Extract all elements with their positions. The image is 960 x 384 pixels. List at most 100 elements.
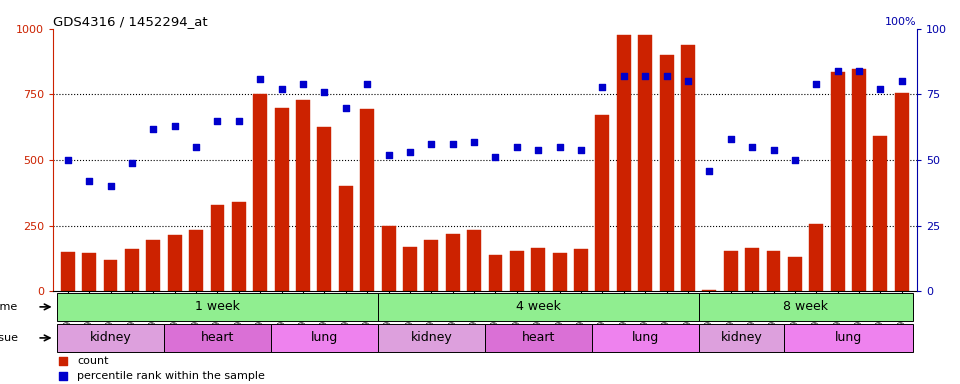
Bar	[424, 240, 439, 291]
Bar	[699, 293, 913, 321]
Point	[103, 183, 118, 189]
Point	[488, 154, 503, 161]
Bar	[445, 233, 460, 291]
Point	[681, 78, 696, 84]
Bar	[699, 324, 784, 352]
Bar	[360, 109, 374, 291]
Bar	[83, 253, 96, 291]
Text: lung: lung	[835, 331, 862, 344]
Point	[167, 123, 182, 129]
Point	[873, 86, 888, 92]
Point	[402, 149, 418, 155]
Text: 4 week: 4 week	[516, 300, 561, 313]
Point	[124, 160, 139, 166]
Point	[659, 73, 674, 79]
Point	[146, 126, 161, 132]
Point	[381, 152, 396, 158]
Bar	[767, 251, 780, 291]
Point	[56, 358, 71, 364]
Text: 100%: 100%	[885, 18, 917, 28]
Bar	[681, 45, 695, 291]
Text: GDS4316 / 1452294_at: GDS4316 / 1452294_at	[53, 15, 207, 28]
Bar	[574, 249, 588, 291]
Bar	[830, 72, 845, 291]
Bar	[104, 260, 117, 291]
Bar	[489, 255, 502, 291]
Bar	[724, 251, 737, 291]
Point	[56, 373, 71, 379]
Bar	[57, 293, 378, 321]
Point	[552, 144, 567, 150]
Bar	[591, 324, 699, 352]
Bar	[485, 324, 591, 352]
Bar	[403, 247, 417, 291]
Point	[894, 78, 909, 84]
Point	[359, 81, 374, 87]
Bar	[210, 205, 225, 291]
Bar	[60, 252, 75, 291]
Point	[60, 157, 76, 163]
Bar	[745, 248, 759, 291]
Bar	[125, 249, 139, 291]
Text: lung: lung	[311, 331, 338, 344]
Bar	[703, 290, 716, 291]
Point	[723, 136, 738, 142]
Point	[787, 157, 803, 163]
Point	[573, 147, 588, 153]
Point	[231, 118, 247, 124]
Point	[274, 86, 289, 92]
Bar	[378, 324, 485, 352]
Text: percentile rank within the sample: percentile rank within the sample	[77, 371, 265, 381]
Bar	[617, 35, 631, 291]
Bar	[784, 324, 913, 352]
Bar	[531, 248, 545, 291]
Text: time: time	[0, 302, 18, 312]
Text: heart: heart	[201, 331, 234, 344]
Point	[188, 144, 204, 150]
Point	[830, 68, 846, 74]
Bar	[895, 93, 909, 291]
Bar	[382, 226, 396, 291]
Point	[595, 83, 611, 89]
Point	[252, 76, 268, 82]
Point	[317, 89, 332, 95]
Text: 8 week: 8 week	[783, 300, 828, 313]
Bar	[468, 230, 481, 291]
Point	[808, 81, 824, 87]
Bar	[809, 224, 824, 291]
Text: count: count	[77, 356, 108, 366]
Bar	[189, 230, 203, 291]
Text: tissue: tissue	[0, 333, 18, 343]
Point	[616, 73, 632, 79]
Text: heart: heart	[521, 331, 555, 344]
Point	[338, 104, 353, 111]
Point	[467, 139, 482, 145]
Bar	[595, 116, 610, 291]
Point	[637, 73, 653, 79]
Point	[445, 141, 461, 147]
Bar	[553, 253, 566, 291]
Bar	[378, 293, 699, 321]
Bar	[232, 202, 246, 291]
Bar	[510, 251, 524, 291]
Point	[82, 178, 97, 184]
Bar	[339, 186, 352, 291]
Bar	[660, 55, 674, 291]
Point	[766, 147, 781, 153]
Point	[210, 118, 226, 124]
Bar	[168, 235, 181, 291]
Bar	[852, 70, 866, 291]
Bar	[57, 324, 164, 352]
Point	[852, 68, 867, 74]
Point	[296, 81, 311, 87]
Text: kidney: kidney	[89, 331, 132, 344]
Bar	[318, 127, 331, 291]
Bar	[638, 35, 652, 291]
Point	[744, 144, 759, 150]
Text: kidney: kidney	[411, 331, 452, 344]
Text: lung: lung	[632, 331, 659, 344]
Bar	[164, 324, 271, 352]
Bar	[874, 136, 887, 291]
Point	[531, 147, 546, 153]
Bar	[788, 257, 802, 291]
